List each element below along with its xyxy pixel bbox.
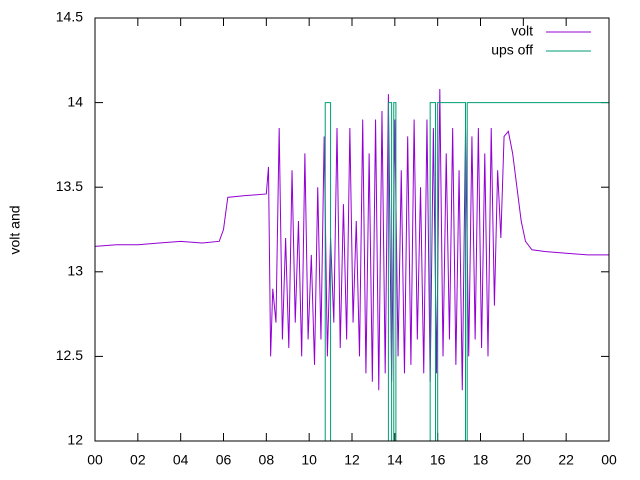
- legend-label: ups off: [491, 42, 533, 58]
- x-tick-label: 04: [173, 452, 189, 468]
- plot-border: [94, 17, 610, 442]
- x-tick-label: 06: [216, 452, 232, 468]
- x-tick-label: 12: [344, 452, 360, 468]
- x-tick-label: 02: [130, 452, 146, 468]
- series-line: [95, 102, 609, 442]
- x-tick-label: 20: [516, 452, 532, 468]
- x-tick-label: 00: [601, 452, 617, 468]
- x-tick-label: 10: [301, 452, 317, 468]
- x-tick-label: 00: [87, 452, 103, 468]
- x-tick-label: 14: [387, 452, 403, 468]
- y-tick-label: 13.5: [56, 178, 83, 194]
- y-tick-label: 14: [67, 93, 83, 109]
- x-tick-label: 22: [558, 452, 574, 468]
- y-tick-label: 12.5: [56, 347, 83, 363]
- y-tick-label: 12: [67, 432, 83, 448]
- legend-label: volt: [511, 23, 533, 39]
- y-tick-label: 14.5: [56, 9, 83, 25]
- x-tick-label: 08: [259, 452, 275, 468]
- x-tick-label: 16: [430, 452, 446, 468]
- x-tick-label: 18: [473, 452, 489, 468]
- y-tick-label: 13: [67, 263, 83, 279]
- series-line: [94, 89, 609, 391]
- y-axis-label: volt and: [7, 205, 23, 254]
